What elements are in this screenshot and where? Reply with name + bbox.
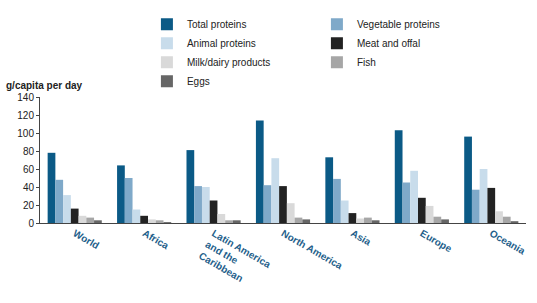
svg-text:Asia: Asia bbox=[349, 228, 373, 248]
svg-text:0: 0 bbox=[28, 218, 34, 229]
svg-text:g/capita per day: g/capita per day bbox=[6, 80, 83, 91]
svg-text:Europe: Europe bbox=[418, 228, 454, 255]
svg-text:Milk/dairy products: Milk/dairy products bbox=[187, 57, 270, 68]
svg-text:Vegetable proteins: Vegetable proteins bbox=[357, 19, 440, 30]
svg-text:Animal proteins: Animal proteins bbox=[187, 38, 256, 49]
svg-text:60: 60 bbox=[23, 164, 35, 175]
svg-text:Meat and offal: Meat and offal bbox=[357, 38, 420, 49]
svg-text:Eggs: Eggs bbox=[187, 76, 210, 87]
svg-text:Total proteins: Total proteins bbox=[187, 19, 246, 30]
svg-text:North America: North America bbox=[280, 228, 345, 272]
svg-text:Oceania: Oceania bbox=[488, 228, 528, 257]
svg-text:120: 120 bbox=[17, 110, 34, 121]
svg-text:Latin Americaand theCaribbean: Latin Americaand theCaribbean bbox=[197, 228, 273, 293]
svg-text:80: 80 bbox=[23, 146, 35, 157]
svg-text:40: 40 bbox=[23, 182, 35, 193]
svg-text:100: 100 bbox=[17, 128, 34, 139]
svg-text:20: 20 bbox=[23, 200, 35, 211]
svg-text:Africa: Africa bbox=[141, 228, 171, 252]
svg-text:Fish: Fish bbox=[357, 57, 376, 68]
svg-text:World: World bbox=[71, 228, 101, 252]
svg-text:140: 140 bbox=[17, 92, 34, 103]
